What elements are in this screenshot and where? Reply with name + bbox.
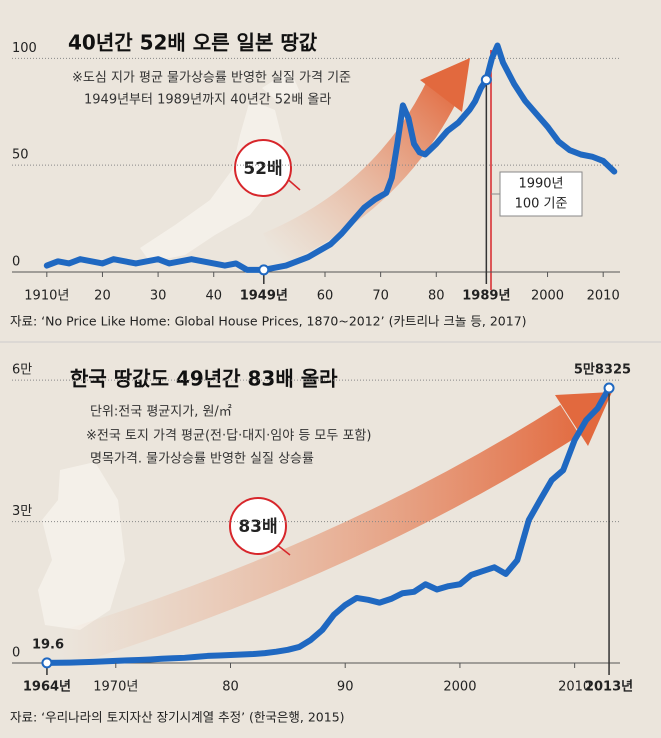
japan-map [140, 70, 300, 262]
x-tick-label: 80 [222, 680, 239, 695]
source: 자료: ‘우리나라의 토지자산 장기시계열 추정’ (한국은행, 2015) [10, 710, 345, 725]
callout: 1990년 [518, 177, 563, 192]
source: 자료: ‘No Price Like Home: Global House Pr… [10, 314, 527, 329]
y-tick-label: 0 [12, 255, 20, 270]
y-tick-label: 50 [12, 148, 29, 163]
x-tick-label: 60 [317, 289, 334, 304]
x-tick-label: 70 [372, 289, 389, 304]
bubble [229, 497, 287, 555]
bubble [234, 139, 292, 197]
growth-arrow [262, 77, 462, 267]
x-tick-label: 1910년 [24, 289, 69, 304]
y-tick-label: 6만 [12, 363, 32, 378]
data-line [43, 385, 613, 666]
korea-map [38, 462, 125, 630]
annotation: 83배 [238, 517, 277, 537]
chart-title: 한국 땅값도 49년간 83배 올라 [70, 367, 338, 391]
x-tick-label: 80 [428, 289, 445, 304]
x-tick-label: 1964년 [23, 680, 71, 695]
growth-arrow [54, 404, 580, 668]
chart-title: 40년간 52배 오른 일본 땅값 [68, 31, 318, 55]
x-tick-label: 90 [337, 680, 354, 695]
x-tick-label: 1970년 [93, 680, 138, 695]
note: 1949년부터 1989년까지 40년간 52배 올라 [84, 93, 331, 108]
note: ※전국 토지 가격 평균(전·답·대지·임야 등 모두 포함) [86, 429, 371, 444]
data-line [43, 42, 618, 273]
x-tick-label: 1989년 [462, 289, 510, 304]
highlight-point [480, 74, 492, 86]
y-tick-label: 3만 [12, 504, 32, 519]
callout-box [499, 171, 583, 217]
value-label: 19.6 [32, 637, 64, 652]
highlight-point [41, 657, 53, 669]
x-tick-label: 1949년 [240, 289, 288, 304]
y-tick-label: 0 [12, 646, 20, 661]
highlight-point [603, 382, 615, 394]
x-tick-label: 40 [205, 289, 222, 304]
x-tick-label: 20 [94, 289, 111, 304]
x-tick-label: 2000 [531, 289, 564, 304]
arrow-head [420, 58, 470, 112]
annotation: 52배 [243, 159, 282, 179]
value-label: 5만8325 [574, 362, 631, 378]
x-tick-label: 2013년 [585, 680, 633, 695]
note: 단위:전국 평균지가, 원/㎡ [90, 405, 232, 420]
x-tick-label: 2000 [443, 680, 476, 695]
highlight-point [258, 264, 270, 276]
note: ※도심 지가 평균 물가상승률 반영한 실질 가격 기준 [72, 71, 351, 86]
callout: 100 기준 [515, 197, 568, 212]
note: 명목가격. 물가상승률 반영한 실질 상승률 [90, 452, 314, 467]
x-tick-label: 30 [150, 289, 167, 304]
x-tick-label: 2010 [558, 680, 591, 695]
y-tick-label: 100 [12, 41, 37, 56]
x-tick-label: 2010 [587, 289, 620, 304]
